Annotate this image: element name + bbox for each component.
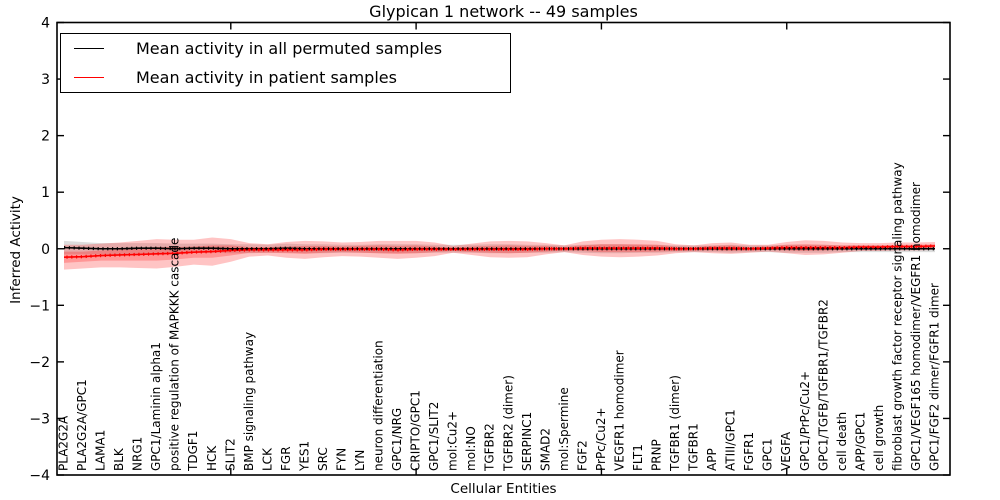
- x-category-label: ATIII/GPC1: [724, 409, 738, 471]
- x-category-label: FYN: [334, 448, 348, 471]
- x-category-label: FGFR1: [742, 432, 756, 471]
- legend-label: Mean activity in patient samples: [136, 68, 397, 87]
- x-category-label: PrPc/Cu2+: [594, 407, 608, 471]
- x-category-label: GPC1/FGF2 dimer/FGFR1 dimer: [928, 283, 942, 471]
- x-category-label: VEGFA: [779, 431, 793, 471]
- x-category-label: TGFBR1 (dimer): [668, 375, 682, 472]
- y-tick-label: 2: [41, 129, 50, 145]
- y-tick-label: 0: [41, 242, 50, 258]
- legend-label: Mean activity in all permuted samples: [136, 39, 443, 58]
- y-tick-label: 4: [41, 16, 50, 32]
- y-tick-label: −2: [29, 355, 50, 371]
- x-category-label: HCK: [205, 445, 219, 471]
- permuted-confidence-band: [64, 240, 935, 255]
- chart-title: Glypican 1 network -- 49 samples: [369, 2, 638, 21]
- x-category-label: TGFBR1: [687, 423, 701, 472]
- x-category-label: BLK: [112, 447, 126, 471]
- permuted-markers: [63, 246, 935, 251]
- x-category-label: PLA2G2A/GPC1: [75, 379, 89, 471]
- y-tick-label: −1: [29, 298, 50, 314]
- x-category-label: mol:Spermine: [557, 387, 571, 471]
- x-category-label: GPC1/VEGF165 homodimer/VEGFR1 homodimer: [909, 182, 923, 471]
- x-category-label: GPC1/NRG: [390, 408, 404, 471]
- x-category-label: CRIPTO/GPC1: [409, 390, 423, 471]
- x-category-label: GPC1/SLIT2: [427, 402, 441, 471]
- x-category-label: cell growth: [872, 405, 886, 471]
- x-category-label: BMP signaling pathway: [242, 332, 256, 471]
- x-category-label: FGF2: [575, 440, 589, 471]
- x-category-label: LAMA1: [94, 430, 108, 471]
- x-category-label: SRC: [316, 447, 330, 471]
- x-axis-label: Cellular Entities: [450, 481, 557, 497]
- x-category-label: PRNP: [650, 439, 664, 471]
- y-axis-label: Inferred Activity: [8, 196, 24, 304]
- x-category-label: TGFBR2: [483, 423, 497, 472]
- patient-outer-band: [64, 237, 935, 270]
- x-category-label: GPC1/PrPc/Cu2+: [798, 371, 812, 471]
- x-category-label: GPC1/TGFB/TGFBR1/TGFBR2: [816, 299, 830, 471]
- red-line-swatch-icon: [74, 77, 104, 78]
- y-tick-label: 3: [41, 72, 50, 88]
- x-category-label: SMAD2: [538, 428, 552, 471]
- x-category-label: LYN: [353, 450, 367, 471]
- x-category-label: positive regulation of MAPKKK cascade: [168, 238, 182, 471]
- x-category-label: mol:NO: [464, 426, 478, 471]
- x-category-label: VEGFR1 homodimer: [612, 350, 626, 471]
- legend-item-patient: Mean activity in patient samples: [61, 65, 510, 90]
- legend-item-permuted: Mean activity in all permuted samples: [61, 36, 510, 61]
- y-tick-label: −3: [29, 411, 50, 427]
- black-line-swatch-icon: [74, 48, 104, 49]
- x-category-label: NRG1: [131, 437, 145, 471]
- x-category-label: LCK: [260, 447, 274, 471]
- y-tick-label: −4: [29, 468, 50, 484]
- legend-box: Mean activity in all permuted samples Me…: [60, 33, 511, 93]
- x-category-label: cell death: [835, 412, 849, 471]
- x-category-label: neuron differentiation: [372, 340, 386, 471]
- x-category-label: APP: [705, 448, 719, 471]
- x-category-label: fibroblast growth factor receptor signal…: [890, 162, 904, 471]
- x-category-label: FGR: [279, 446, 293, 471]
- x-category-label: SERPINC1: [520, 412, 534, 471]
- x-category-label: mol:Cu2+: [446, 411, 460, 471]
- x-category-label: PLA2G2A: [57, 415, 71, 471]
- x-category-label: SLIT2: [223, 438, 237, 471]
- x-category-label: FLT1: [631, 444, 645, 471]
- x-category-label: YES1: [297, 441, 311, 472]
- y-tick-label: 1: [41, 185, 50, 201]
- x-category-label: GPC1: [761, 438, 775, 471]
- x-category-label: TGFBR2 (dimer): [501, 375, 515, 472]
- x-category-label: GPC1/Laminin alpha1: [149, 342, 163, 471]
- x-category-label: APP/GPC1: [853, 412, 867, 471]
- x-category-label: TDGF1: [186, 431, 200, 472]
